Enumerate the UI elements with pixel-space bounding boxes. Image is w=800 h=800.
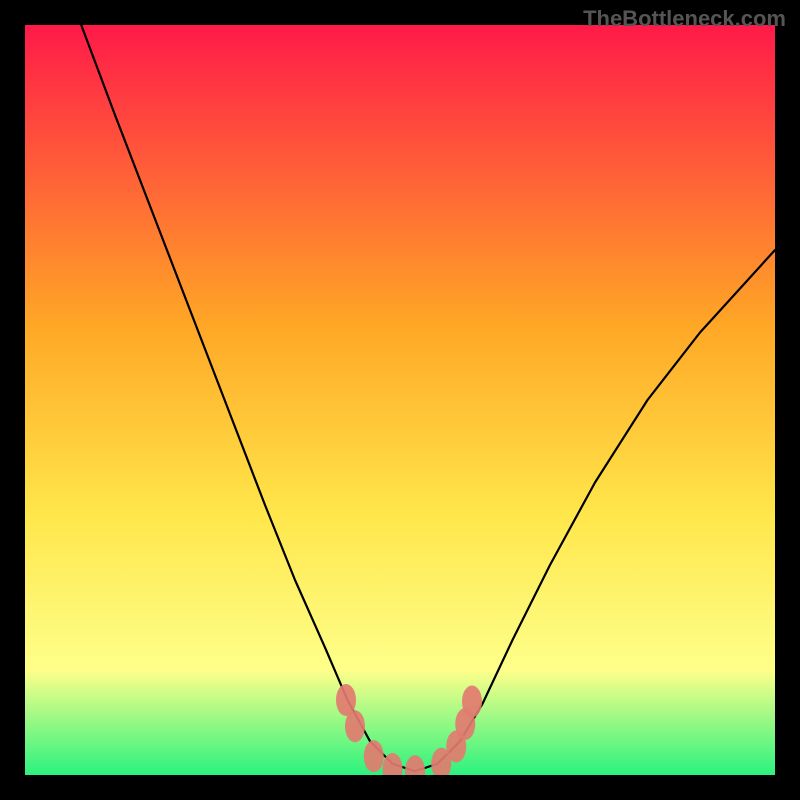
watermark-text: TheBottleneck.com: [583, 6, 786, 32]
plot-area: [25, 25, 775, 775]
chart-svg: [25, 25, 775, 775]
chart-container: TheBottleneck.com: [0, 0, 800, 800]
